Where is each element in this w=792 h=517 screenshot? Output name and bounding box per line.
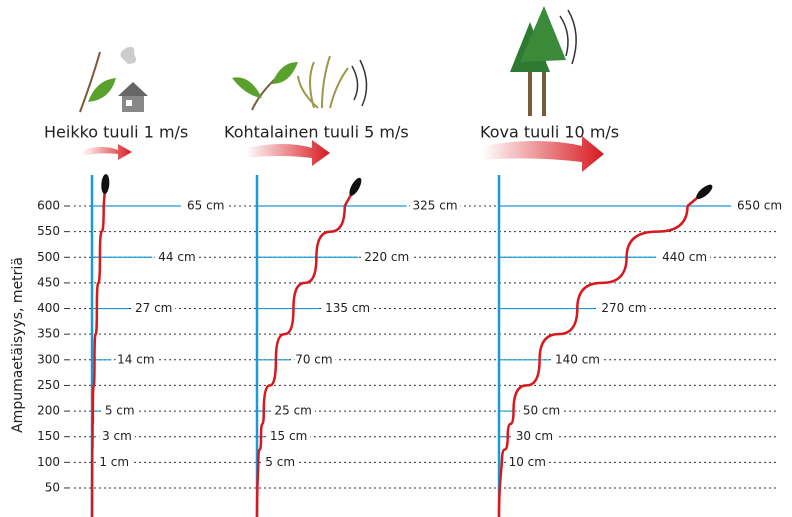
y-tick-label: 500 [37, 250, 60, 264]
drift-label: 70 cm [295, 352, 332, 366]
y-tick-label: 150 [37, 429, 60, 443]
trajectory-tip [104, 192, 105, 206]
y-tick-label: 250 [37, 378, 60, 392]
panel-title: Kova tuuli 10 m/s [480, 123, 619, 142]
drift-label: 25 cm [275, 404, 312, 418]
drift-label: 3 cm [102, 429, 132, 443]
drift-label: 440 cm [662, 250, 707, 264]
drift-label: 5 cm [265, 455, 295, 469]
drift-label: 325 cm [413, 199, 458, 213]
bullet [347, 176, 364, 197]
y-tick-label: 300 [37, 352, 60, 366]
drift-label: 10 cm [509, 455, 546, 469]
trajectory-base [257, 462, 258, 517]
drift-label: 27 cm [135, 301, 172, 315]
drift-label: 1 cm [99, 455, 129, 469]
drift-label: 65 cm [187, 199, 224, 213]
drift-label: 5 cm [105, 404, 135, 418]
drift-label: 15 cm [270, 429, 307, 443]
y-axis-label: Ampumaetäisyys, metriä [10, 257, 26, 433]
wind-arrow [246, 140, 330, 166]
trajectory-tip [688, 197, 699, 206]
y-tick-label: 200 [37, 404, 60, 418]
moderate-wind-icon [232, 56, 367, 110]
strong-wind-icon [510, 6, 576, 116]
wind-arrow [82, 144, 132, 160]
weak-wind-icon [80, 47, 148, 112]
drift-label: 30 cm [516, 429, 553, 443]
y-tick-label: 50 [45, 480, 60, 494]
drift-label: 135 cm [325, 301, 370, 315]
drift-label: 14 cm [117, 352, 154, 366]
bullet [694, 182, 714, 201]
chart: Ampumaetäisyys, metriä 50 100 150 200 250 300… [0, 0, 792, 517]
drift-label: 140 cm [555, 352, 600, 366]
drift-label: 650 cm [737, 199, 782, 213]
y-tick-label: 100 [37, 455, 60, 469]
drift-label: 220 cm [364, 250, 409, 264]
trajectory-tip [345, 194, 352, 206]
trajectory [258, 206, 344, 462]
drift-label: 44 cm [158, 250, 195, 264]
panel-title: Kohtalainen tuuli 5 m/s [224, 123, 409, 142]
y-tick-label: 600 [37, 199, 60, 213]
trajectory [92, 206, 104, 462]
panel-title: Heikko tuuli 1 m/s [44, 123, 188, 142]
y-tick-label: 450 [37, 275, 60, 289]
y-tick-label: 350 [37, 327, 60, 341]
y-tick-label: 550 [37, 224, 60, 238]
bullet [101, 174, 110, 195]
drift-label: 270 cm [601, 301, 646, 315]
drift-label: 50 cm [523, 404, 560, 418]
y-tick-label: 400 [37, 301, 60, 315]
